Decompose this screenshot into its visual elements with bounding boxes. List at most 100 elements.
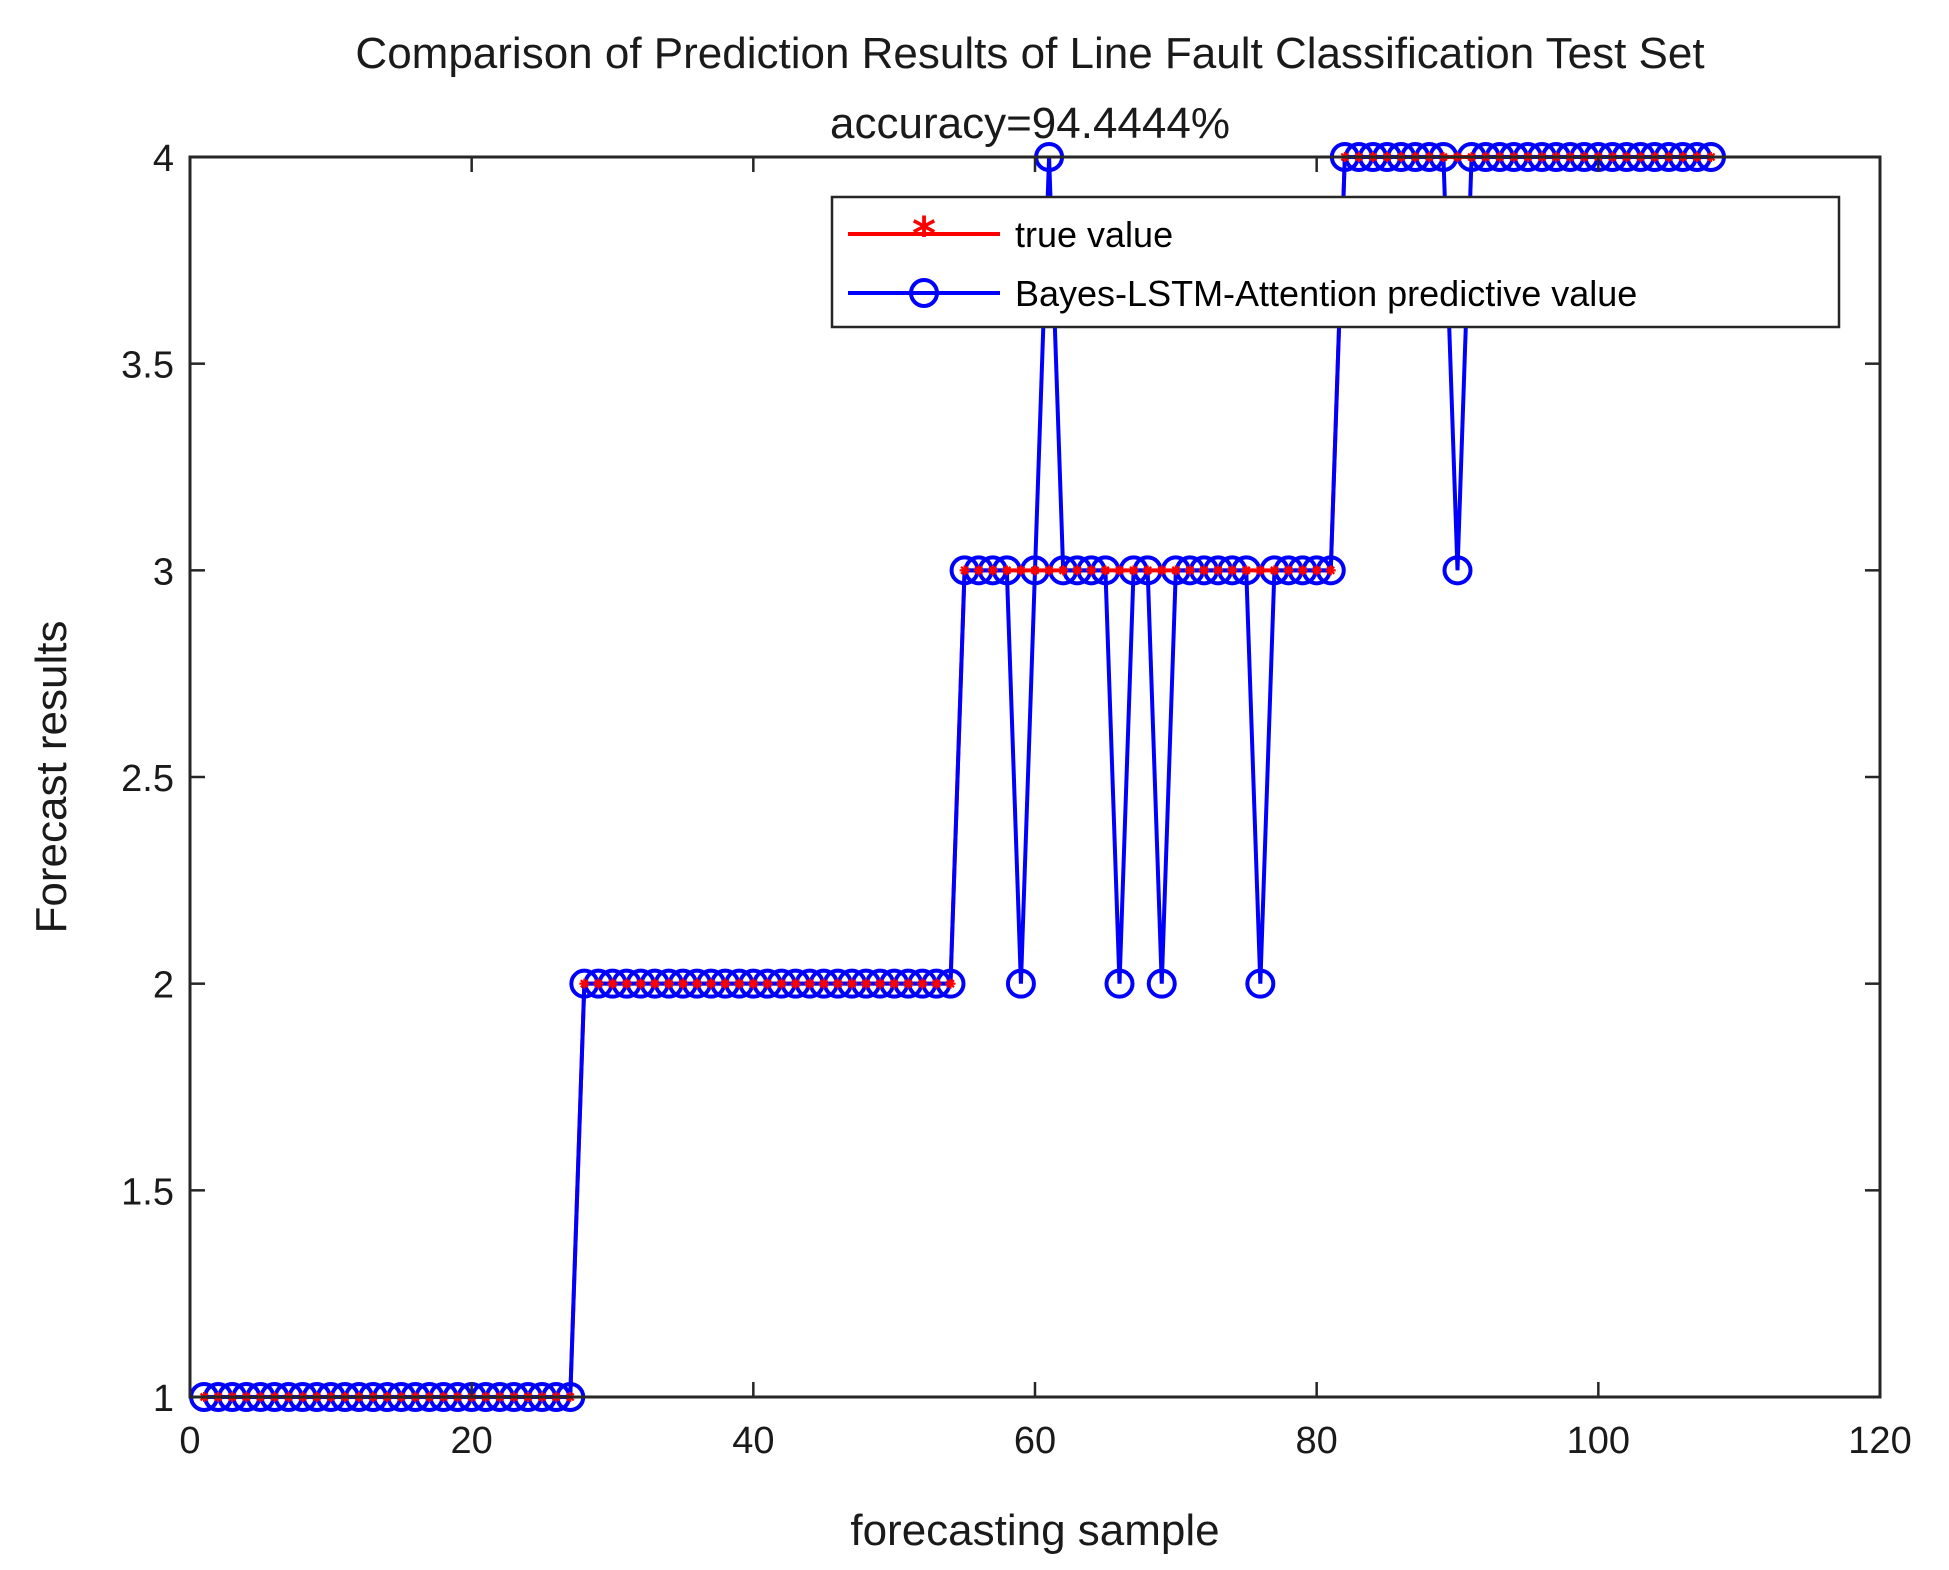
axis-ticks: 0 20 40 60 80 100 120 1 1.5 2 2.5 3 3.5 4 xyxy=(121,138,1912,1462)
asterisk-stroke xyxy=(1241,566,1251,575)
asterisk-stroke xyxy=(988,566,998,575)
true-value-point xyxy=(917,978,928,989)
asterisk-stroke xyxy=(1087,566,1096,575)
asterisk-stroke xyxy=(1227,566,1237,575)
true-value-point xyxy=(1311,565,1322,576)
y-tick-label: 2.5 xyxy=(121,758,174,800)
y-tick-label: 1.5 xyxy=(121,1171,174,1213)
true-value-point xyxy=(1241,565,1252,576)
true-value-point xyxy=(818,978,829,989)
asterisk-stroke xyxy=(1058,566,1068,575)
asterisk-stroke xyxy=(903,979,913,988)
legend-label-true-value: true value xyxy=(1015,214,1173,255)
asterisk-stroke xyxy=(664,979,674,988)
asterisk-stroke xyxy=(805,979,814,988)
true-value-point xyxy=(748,978,759,989)
y-tick-label: 3 xyxy=(153,551,174,593)
legend-asterisk-icon: * xyxy=(912,207,936,261)
asterisk-stroke xyxy=(875,979,885,988)
asterisk-stroke xyxy=(622,979,631,988)
asterisk-stroke xyxy=(974,566,983,575)
true-value-point xyxy=(1114,565,1125,576)
true-value-point xyxy=(776,978,787,989)
true-value-point xyxy=(1001,565,1012,576)
legend-entry-predictive-value: Bayes-LSTM-Attention predictive value xyxy=(848,273,1637,314)
true-value-point xyxy=(677,978,688,989)
asterisk-stroke xyxy=(650,979,660,988)
asterisk-stroke xyxy=(1101,566,1110,575)
true-value-point xyxy=(663,978,674,989)
predictive-value-point xyxy=(1442,555,1473,586)
true-value-point xyxy=(1030,565,1040,576)
true-value-point xyxy=(1156,565,1167,576)
x-tick-label: 100 xyxy=(1567,1420,1630,1462)
true-value-point xyxy=(931,978,942,989)
asterisk-stroke xyxy=(1002,566,1012,575)
true-value-point xyxy=(734,978,745,989)
y-tick-label: 3.5 xyxy=(121,345,174,387)
asterisk-stroke xyxy=(1044,566,1054,575)
predictive-value-point xyxy=(1005,968,1036,999)
asterisk-stroke xyxy=(1115,566,1124,575)
asterisk-stroke xyxy=(861,979,871,988)
true-value-point xyxy=(762,978,773,989)
true-value-point xyxy=(635,978,646,989)
asterisk-stroke xyxy=(833,979,843,988)
asterisk-stroke xyxy=(580,979,589,988)
asterisk-stroke xyxy=(918,979,927,988)
true-value-point xyxy=(1058,565,1069,576)
asterisk-stroke xyxy=(1129,566,1138,575)
y-tick-label: 2 xyxy=(153,965,174,1007)
true-value-point xyxy=(903,978,914,989)
asterisk-stroke xyxy=(1312,566,1321,575)
asterisk-stroke xyxy=(1213,566,1223,575)
legend: * true value Bayes-LSTM-Attention predic… xyxy=(830,195,1841,329)
asterisk-stroke xyxy=(932,979,941,988)
asterisk-stroke xyxy=(1157,566,1167,575)
y-tick-label: 4 xyxy=(153,138,174,180)
true-value-point xyxy=(959,565,970,576)
asterisk-stroke xyxy=(889,979,899,988)
asterisk-stroke xyxy=(749,979,758,988)
true-value-point xyxy=(649,978,660,989)
asterisk-stroke xyxy=(636,979,645,988)
asterisk-stroke xyxy=(960,566,969,575)
x-tick-label: 60 xyxy=(1014,1420,1056,1462)
true-value-point xyxy=(861,978,871,989)
chart-subtitle: accuracy=94.4444% xyxy=(830,99,1230,148)
true-value-point xyxy=(889,978,900,989)
legend-label-predictive-value: Bayes-LSTM-Attention predictive value xyxy=(1015,273,1637,314)
true-value-point xyxy=(621,978,632,989)
x-tick-label: 120 xyxy=(1848,1420,1911,1462)
asterisk-stroke xyxy=(819,979,829,988)
true-value-point xyxy=(1269,565,1280,576)
true-value-point xyxy=(1044,565,1055,576)
true-value-point xyxy=(1184,565,1195,576)
true-value-point xyxy=(593,978,604,989)
true-value-point xyxy=(846,978,857,989)
true-value-point xyxy=(790,978,801,989)
asterisk-stroke xyxy=(1270,566,1279,575)
x-tick-label: 0 xyxy=(179,1420,200,1462)
true-value-point xyxy=(1283,565,1294,576)
asterisk-stroke xyxy=(777,979,786,988)
asterisk-stroke xyxy=(1185,566,1195,575)
true-value-point xyxy=(875,978,886,989)
true-value-point xyxy=(1086,565,1097,576)
true-value-point xyxy=(1100,565,1111,576)
legend-box xyxy=(830,195,1841,329)
true-value-point xyxy=(1297,565,1308,576)
x-tick-label: 40 xyxy=(732,1420,774,1462)
asterisk-stroke xyxy=(1284,566,1293,575)
true-value-point xyxy=(579,978,590,989)
asterisk-stroke xyxy=(1030,566,1040,575)
asterisk-stroke xyxy=(1326,566,1336,575)
legend-entry-true-value: * true value xyxy=(848,207,1173,261)
predictive-value-point xyxy=(1245,968,1276,999)
chart-title: Comparison of Prediction Results of Line… xyxy=(355,29,1704,78)
true-value-point xyxy=(1213,565,1224,576)
true-value-point xyxy=(1128,565,1139,576)
true-value-point xyxy=(987,565,998,576)
asterisk-stroke xyxy=(1199,566,1209,575)
true-value-point xyxy=(832,978,843,989)
